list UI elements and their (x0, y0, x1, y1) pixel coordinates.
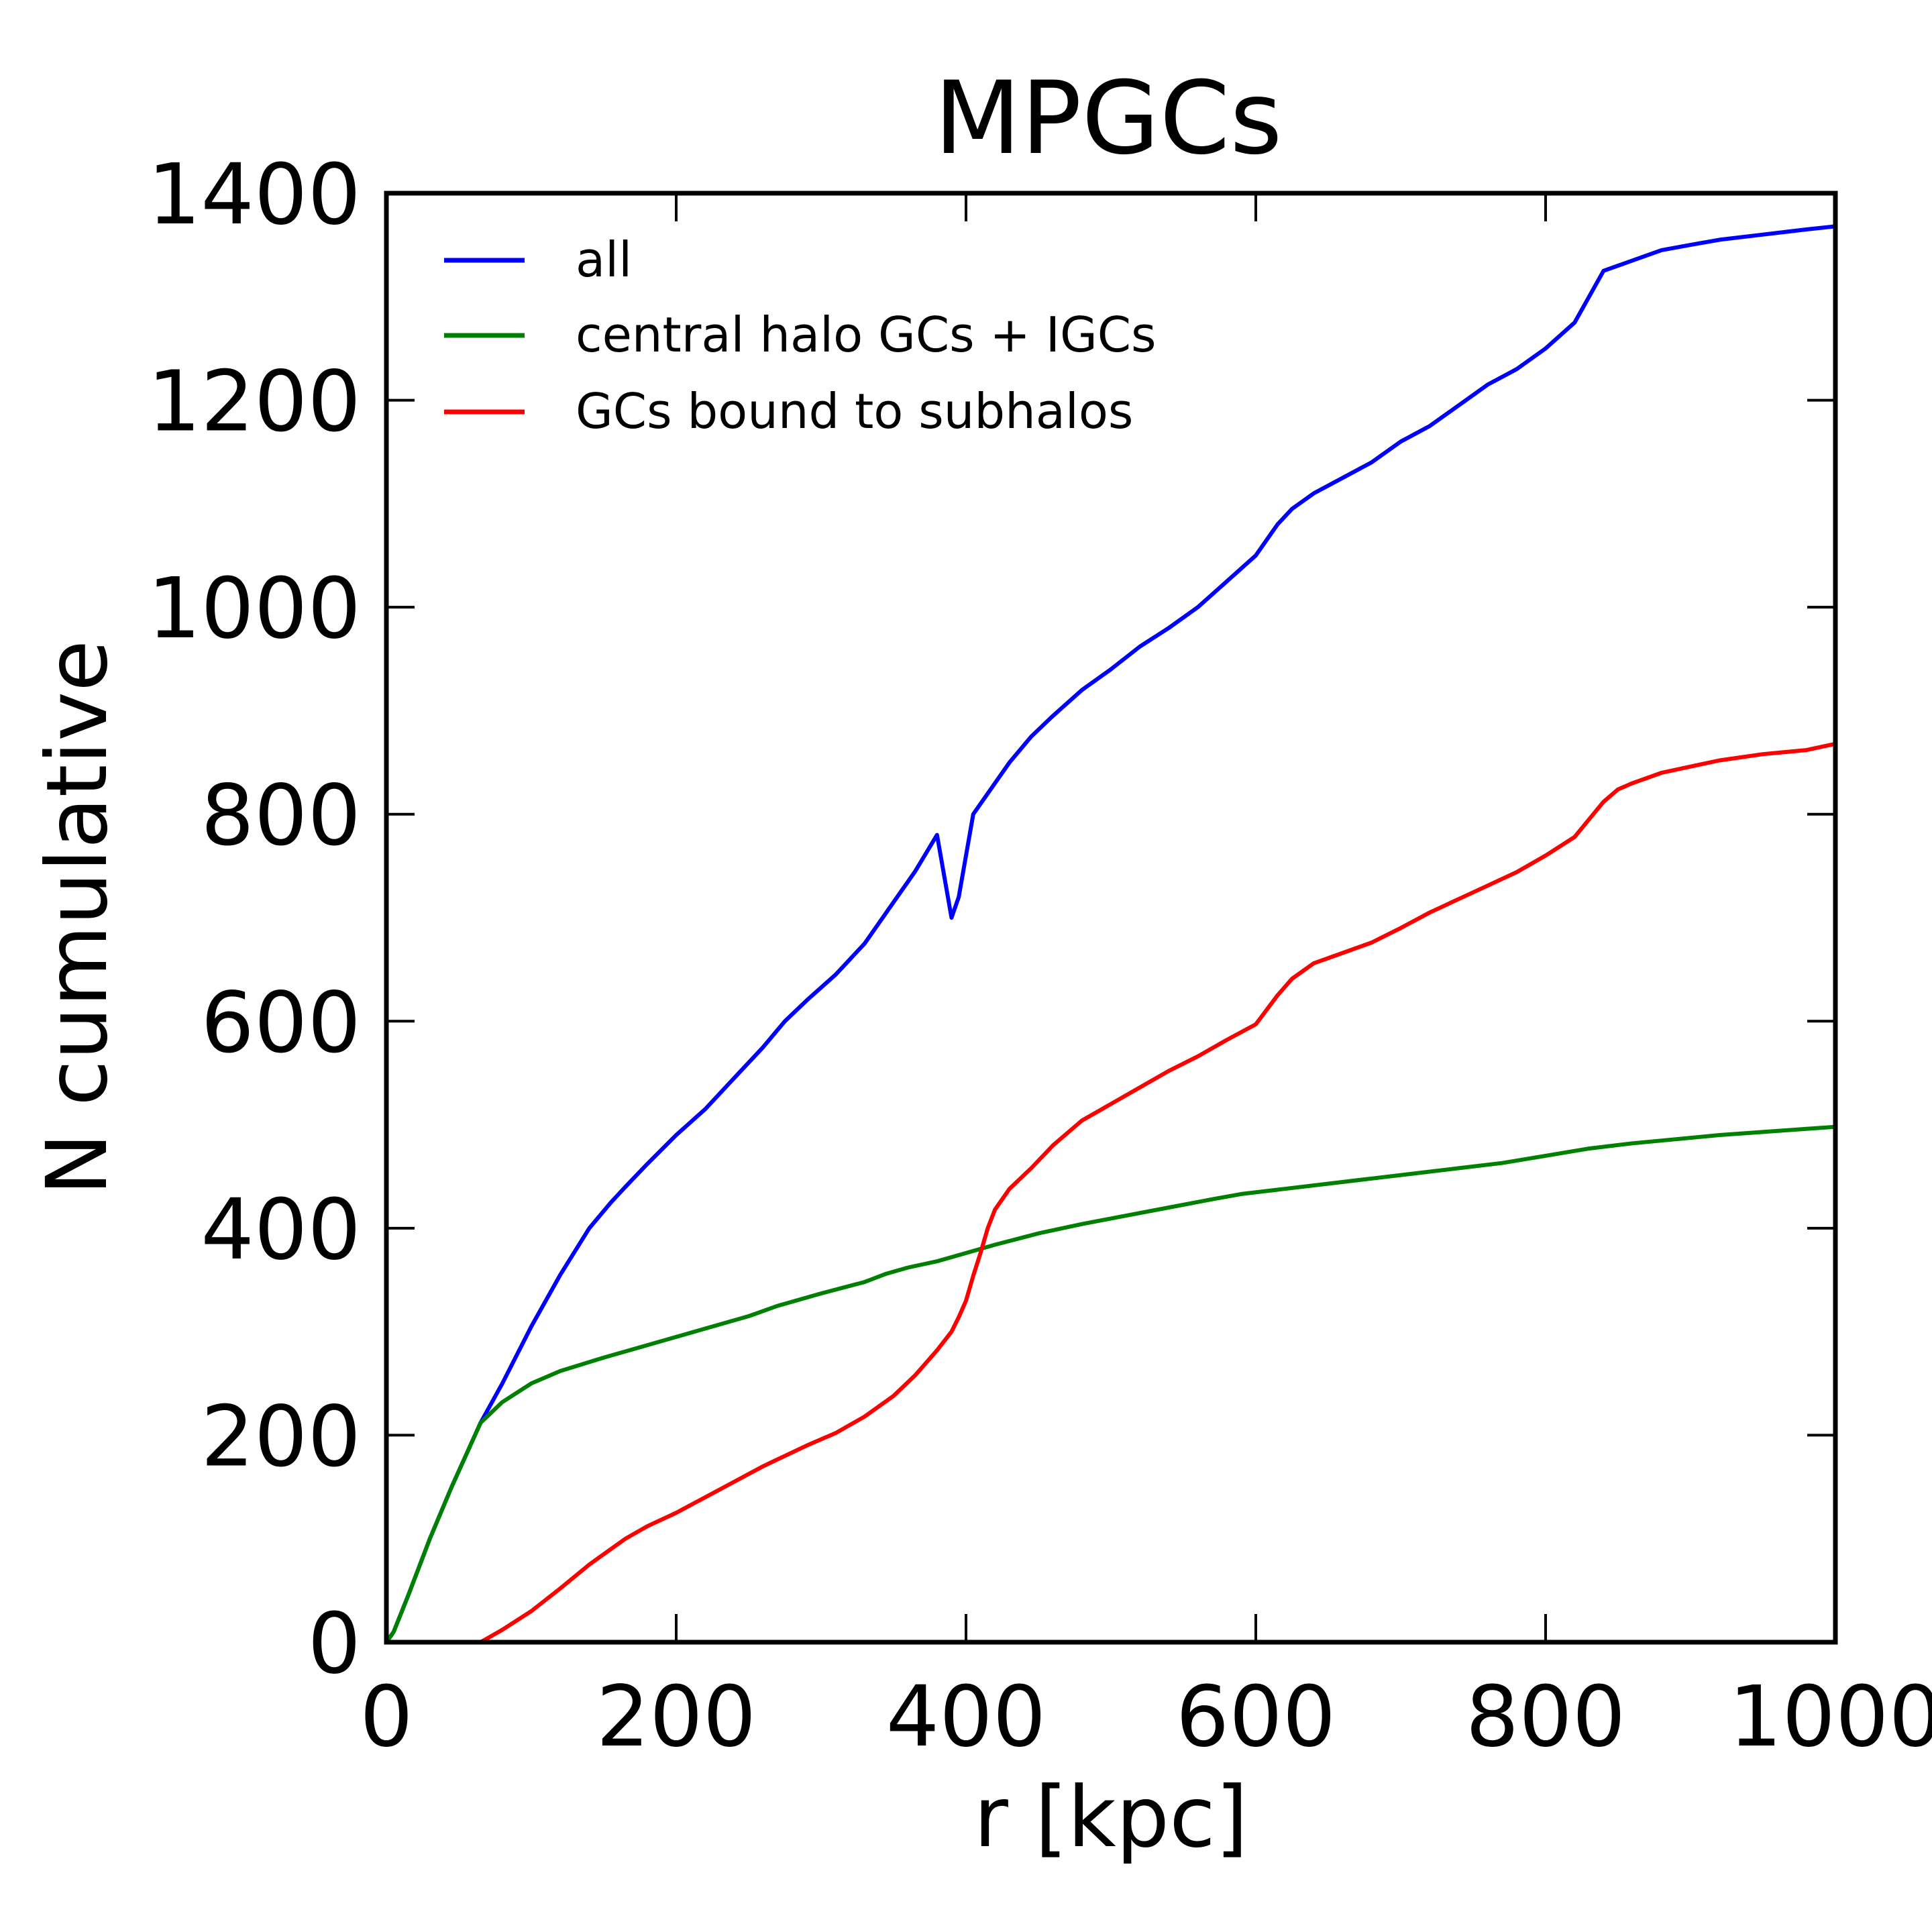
y-tick-label-1: 200 (201, 1388, 361, 1485)
x-tick-label-4: 800 (1466, 1668, 1626, 1766)
y-tick-label-6: 1200 (148, 354, 361, 451)
y-tick-label-5: 1000 (148, 560, 361, 657)
plot-frame (384, 191, 1838, 1645)
x-axis-label: r [kpc] (973, 1769, 1248, 1866)
series-line-2 (479, 741, 1836, 1644)
x-tick-label-1: 200 (596, 1668, 757, 1766)
y-tick-label-2: 400 (201, 1181, 361, 1279)
tick-labels-layer: 0 200 400 600 800 1000 0 200 400 600 800 1000 1200 14… (148, 146, 1932, 1766)
series-line-0 (384, 224, 1836, 1644)
legend: all central halo GCs + IGCs GCs bound to… (444, 231, 1157, 439)
x-tick-label-3: 600 (1176, 1668, 1336, 1766)
legend-label-all: all (576, 231, 632, 288)
y-tick-label-3: 600 (201, 974, 361, 1071)
x-tick-label-2: 400 (886, 1668, 1046, 1766)
y-tick-label-7: 1400 (148, 146, 361, 244)
y-axis-label: N cumulative (29, 640, 126, 1195)
y-tick-label-4: 800 (201, 767, 361, 865)
chart-title: MPGCs (934, 60, 1283, 177)
x-tick-label-5: 1000 (1729, 1668, 1932, 1766)
y-tick-label-0: 0 (307, 1595, 361, 1693)
series-layer (384, 224, 1836, 1644)
legend-label-subhalos: GCs bound to subhalos (576, 383, 1133, 439)
legend-label-central-halo: central halo GCs + IGCs (576, 307, 1157, 363)
x-tick-label-0: 0 (360, 1668, 413, 1766)
